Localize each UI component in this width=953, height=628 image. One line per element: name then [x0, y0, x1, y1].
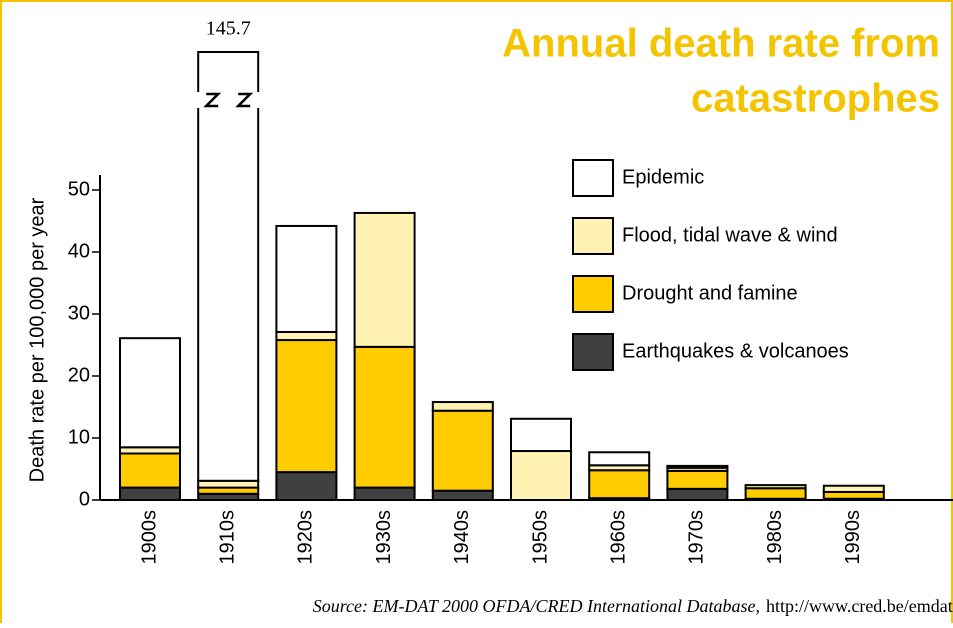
chart-title: Annual death rate from	[502, 22, 940, 66]
x-tick-label: 1980s	[764, 510, 786, 565]
bar-segment	[353, 486, 416, 502]
source: Source: EM-DAT 2000 OFDA/CRED Internatio…	[313, 596, 760, 616]
bar-segment	[510, 417, 572, 453]
bar-segment	[197, 479, 260, 489]
bar-segment	[431, 401, 494, 412]
bar-segment	[275, 330, 338, 342]
break-mark	[203, 92, 222, 108]
axis-break	[196, 92, 261, 108]
x-tick-label: 1950s	[529, 510, 551, 565]
x-tick-label: 1960s	[607, 510, 629, 565]
x-tick-label: 1930s	[373, 510, 395, 565]
bar-segment	[744, 484, 807, 490]
bar-segment	[510, 450, 572, 501]
bar-segment	[275, 471, 338, 502]
y-axis-label: Death rate per 100,000 per year	[26, 197, 48, 482]
y-tick-label: 40	[68, 240, 90, 262]
legend-label: Epidemic	[622, 166, 704, 188]
x-tick-label: 1940s	[451, 510, 473, 565]
source-url: http://www.cred.be/emdat/intro.	[766, 596, 953, 616]
bar-segment	[353, 345, 416, 489]
legend-swatch	[572, 217, 614, 255]
total-label: 145.7	[206, 18, 251, 40]
legend-label: Earthquakes & volcanoes	[622, 340, 849, 362]
x-tick-label: 1920s	[295, 510, 317, 565]
legend-label: Drought and famine	[622, 282, 798, 304]
bar-segment	[588, 451, 651, 467]
x-tick-label: 1970s	[686, 510, 708, 565]
x-tick-label: 1900s	[138, 510, 160, 565]
bar-segment	[666, 469, 729, 490]
x-tick-label: 1990s	[842, 510, 864, 565]
x-tick-label: 1910s	[216, 510, 238, 565]
chart-title: catastrophes	[691, 77, 940, 121]
bar-segment	[275, 224, 338, 333]
y-tick-label: 10	[68, 426, 90, 448]
bar-segment	[744, 487, 807, 500]
bar-segment	[822, 484, 885, 493]
bar-segment	[119, 452, 181, 489]
legend-swatch	[572, 159, 614, 197]
y-tick-label: 20	[68, 364, 90, 386]
bar-segment	[353, 211, 416, 348]
legend-swatch	[572, 333, 614, 371]
y-tick-label: 0	[79, 488, 90, 510]
break-mark	[235, 92, 254, 108]
bar-segment	[275, 339, 338, 474]
y-tick-label: 30	[68, 302, 90, 324]
legend-label: Flood, tidal wave & wind	[622, 224, 838, 246]
bar-segment	[822, 490, 885, 500]
bar-segment	[588, 469, 651, 500]
bar-segment	[119, 486, 181, 502]
legend-swatch	[572, 275, 614, 313]
bar-segment	[197, 51, 260, 482]
bar-segment	[666, 464, 729, 469]
y-tick-label: 50	[68, 178, 90, 200]
bar-segment	[431, 409, 494, 492]
bar-segment	[431, 489, 494, 502]
bar-segment	[119, 337, 181, 449]
bar-segment	[666, 487, 729, 501]
